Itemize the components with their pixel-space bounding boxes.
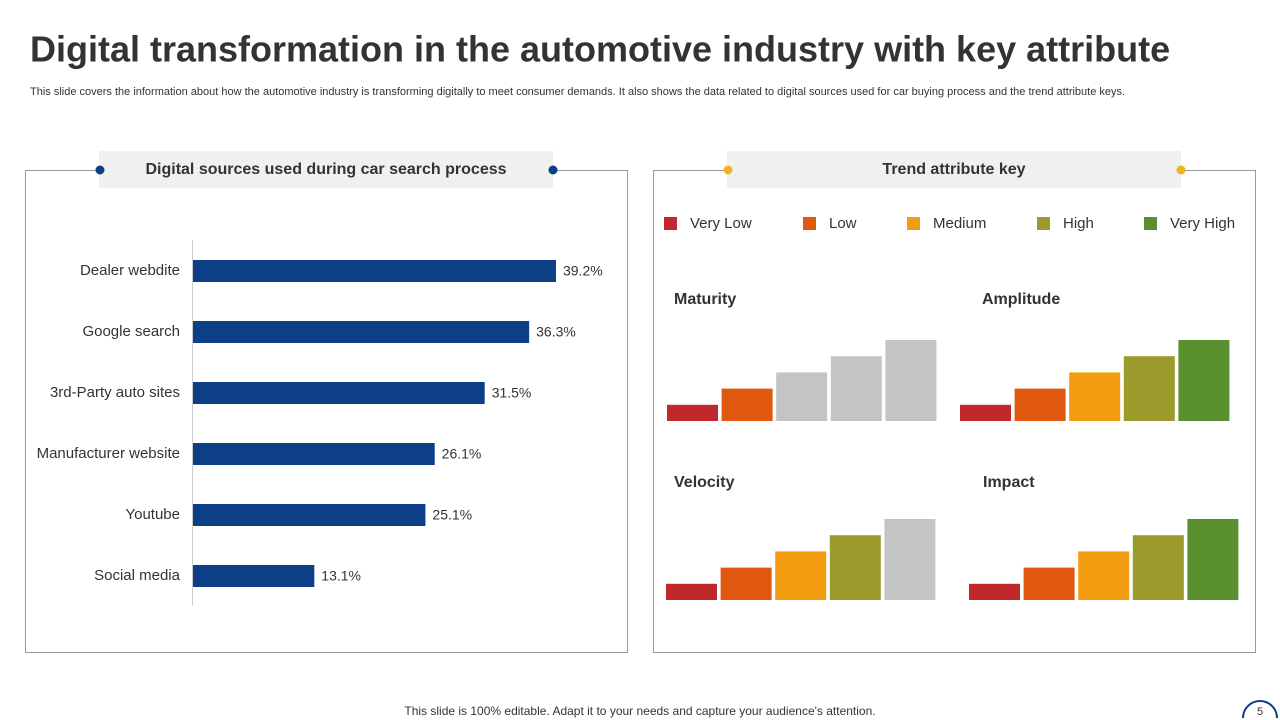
bar [193, 565, 315, 587]
left-header: Digital sources used during car search p… [145, 161, 506, 178]
legend-label: Low [829, 215, 857, 232]
level-bar [1014, 388, 1066, 421]
right-header-box [727, 151, 1181, 188]
dot [548, 165, 558, 175]
legend-label: Very Low [690, 215, 752, 232]
bar [193, 321, 530, 343]
level-bar [1023, 567, 1075, 600]
legend-swatch [1037, 217, 1050, 230]
bar [193, 504, 426, 526]
dot [95, 165, 105, 175]
level-bar [884, 519, 936, 600]
value-label: 36.3% [536, 324, 576, 340]
legend-swatch [664, 217, 677, 230]
value-label: 25.1% [432, 507, 472, 523]
legend-label: Very High [1170, 215, 1235, 232]
level-bar [666, 583, 717, 600]
level-bar [776, 372, 828, 421]
mini-chart-title: Velocity [674, 474, 735, 491]
category-label: Dealer webdite [80, 262, 180, 279]
category-label: Social media [94, 567, 181, 584]
right-header: Trend attribute key [882, 161, 1025, 178]
slide-title: Digital transformation in the automotive… [30, 29, 1170, 70]
level-bar [775, 551, 827, 600]
category-label: Google search [82, 323, 180, 340]
bar [193, 382, 485, 404]
footer-note: This slide is 100% editable. Adapt it to… [404, 704, 875, 718]
bar [193, 260, 556, 282]
level-bar [1178, 340, 1230, 421]
category-label: Manufacturer website [37, 445, 180, 462]
level-bar [1069, 372, 1121, 421]
level-bar [960, 404, 1011, 421]
level-bar [1123, 356, 1175, 421]
mini-chart-title: Amplitude [982, 291, 1060, 308]
level-bar [830, 356, 882, 421]
value-label: 31.5% [492, 385, 532, 401]
legend-swatch [1144, 217, 1157, 230]
left-header-box [99, 151, 553, 188]
slide-subtitle: This slide covers the information about … [30, 86, 1125, 98]
legend-swatch [803, 217, 816, 230]
dot [723, 165, 733, 175]
mini-chart-title: Maturity [674, 291, 736, 308]
mini-chart-title: Impact [983, 474, 1035, 491]
page-icon [1242, 700, 1278, 719]
legend-swatch [907, 217, 920, 230]
level-bar [720, 567, 772, 600]
value-label: 26.1% [442, 446, 482, 462]
dot [1176, 165, 1186, 175]
category-label: 3rd-Party auto sites [50, 384, 180, 401]
level-bar [829, 535, 881, 600]
page-number: 5 [1257, 706, 1263, 718]
level-bar [969, 583, 1020, 600]
bar [193, 443, 435, 465]
legend-label: High [1063, 215, 1094, 232]
category-label: Youtube [125, 506, 180, 523]
level-bar [667, 404, 718, 421]
level-bar [1132, 535, 1184, 600]
level-bar [1078, 551, 1130, 600]
value-label: 13.1% [321, 568, 361, 584]
legend-label: Medium [933, 215, 986, 232]
level-bar [885, 340, 937, 421]
level-bar [721, 388, 773, 421]
value-label: 39.2% [563, 263, 603, 279]
level-bar [1187, 519, 1239, 600]
